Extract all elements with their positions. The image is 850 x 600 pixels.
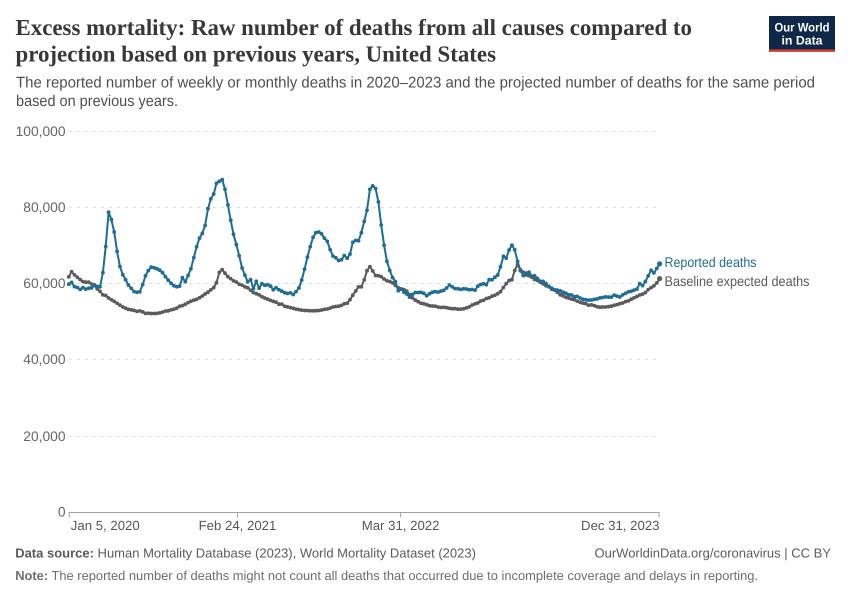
svg-text:Data source: Human Mortality D: Data source: Human Mortality Database (2… (15, 545, 476, 560)
svg-text:Mar 31, 2022: Mar 31, 2022 (362, 518, 440, 533)
svg-text:Feb 24, 2021: Feb 24, 2021 (199, 518, 277, 533)
svg-text:Reported deaths: Reported deaths (665, 254, 757, 270)
svg-text:Excess mortality: Raw number o: Excess mortality: Raw number of deaths f… (16, 15, 692, 40)
svg-text:The reported number of weekly: The reported number of weekly or monthly… (16, 74, 815, 91)
svg-text:0: 0 (58, 504, 66, 519)
svg-text:Baseline expected deaths: Baseline expected deaths (665, 273, 810, 289)
svg-text:Our World: Our World (775, 20, 830, 34)
svg-text:Note: The reported number of d: Note: The reported number of deaths migh… (15, 568, 758, 583)
svg-text:100,000: 100,000 (16, 124, 66, 139)
svg-text:in Data: in Data (782, 33, 823, 47)
svg-text:80,000: 80,000 (23, 200, 66, 215)
svg-text:60,000: 60,000 (23, 276, 66, 291)
svg-text:based on previous years.: based on previous years. (16, 93, 178, 110)
svg-text:20,000: 20,000 (23, 429, 66, 444)
svg-text:projection based on previous y: projection based on previous years, Unit… (16, 41, 497, 66)
svg-text:Jan 5, 2020: Jan 5, 2020 (71, 518, 140, 533)
svg-text:OurWorldinData.org/coronavirus: OurWorldinData.org/coronavirus | CC BY (594, 545, 831, 560)
svg-text:Dec 31, 2023: Dec 31, 2023 (581, 518, 659, 533)
svg-text:40,000: 40,000 (23, 352, 66, 367)
